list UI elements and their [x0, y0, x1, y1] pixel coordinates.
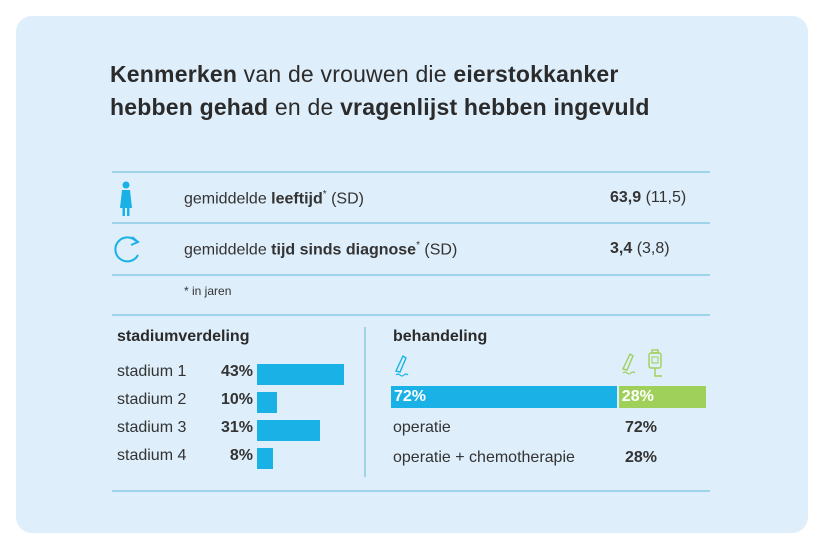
divider — [112, 490, 710, 492]
scalpel-icon — [622, 352, 636, 375]
stage-pct: 10% — [220, 391, 253, 408]
treatment-pct: 72% — [625, 419, 658, 436]
stat-age-label: gemiddelde leeftijd* (SD) — [184, 189, 364, 208]
stage-pct: 43% — [220, 363, 253, 380]
scalpel-icon — [395, 354, 409, 377]
stage-bar — [257, 364, 345, 385]
treatment-chart-title: behandeling — [393, 328, 488, 345]
divider — [112, 222, 710, 224]
treatment-bar-operatie: 72% — [391, 386, 617, 408]
stage-bar — [257, 448, 274, 469]
stat-time-value: 3,4 (3,8) — [610, 240, 670, 257]
stage-bar — [257, 392, 278, 413]
divider — [112, 314, 710, 316]
stage-label: stadium 4 — [117, 447, 187, 464]
footnote: * in jaren — [184, 284, 232, 298]
stat-age-value: 63,9 (11,5) — [610, 189, 687, 206]
woman-icon — [120, 181, 132, 216]
stage-pct: 8% — [229, 447, 253, 464]
cycle-arrow-icon — [114, 236, 140, 263]
treatment-bar-chemo: 28% — [618, 386, 706, 408]
stage-bar — [257, 420, 320, 441]
divider — [112, 274, 710, 276]
stage-label: stadium 3 — [117, 419, 187, 436]
stat-time-label: gemiddelde tijd sinds diagnose* (SD) — [184, 240, 458, 259]
stage-pct: 31% — [220, 419, 253, 436]
treatment-label: operatie + chemotherapie — [393, 449, 575, 466]
divider — [112, 171, 710, 173]
page-title: Kenmerken van de vrouwen die eierstokkan… — [110, 61, 650, 120]
treatment-pct: 28% — [625, 449, 658, 466]
iv-bag-icon — [648, 349, 662, 377]
section-divider — [364, 327, 366, 477]
stage-label: stadium 1 — [117, 363, 187, 380]
treatment-label: operatie — [393, 419, 451, 436]
stage-chart-title: stadiumverdeling — [117, 328, 250, 345]
stage-label: stadium 2 — [117, 391, 187, 408]
